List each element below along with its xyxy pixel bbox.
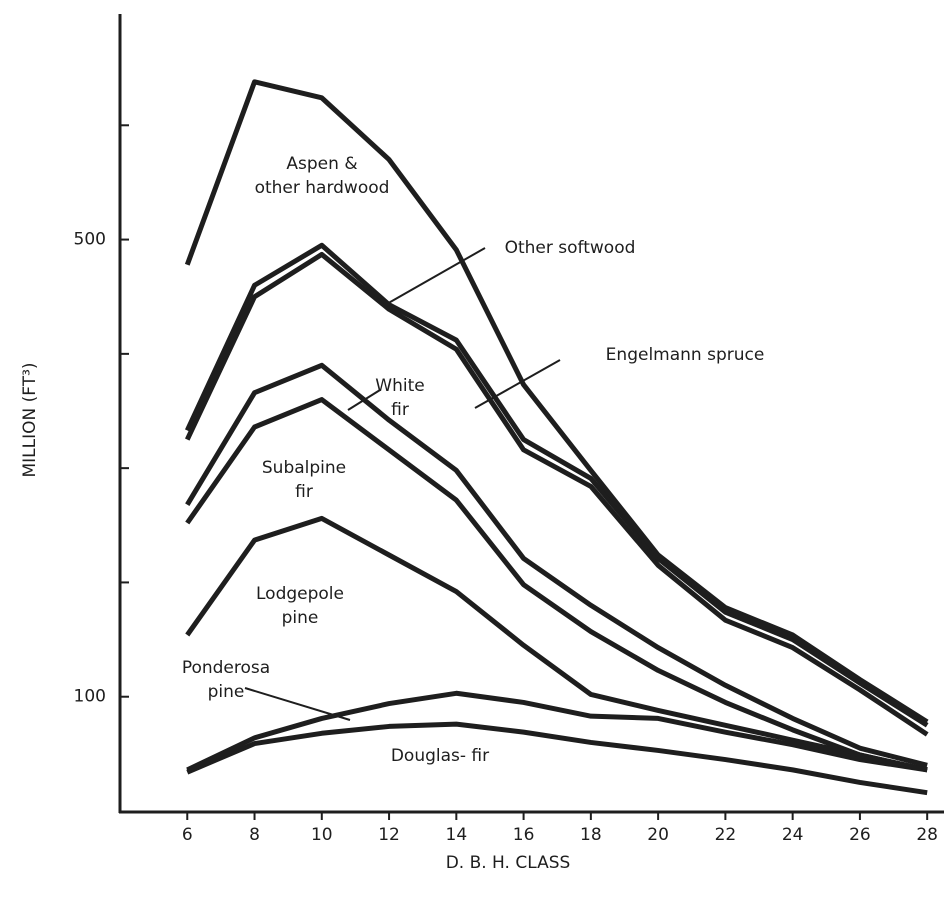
- x-tick-label: 12: [378, 825, 400, 845]
- series-line: [184, 79, 929, 724]
- x-tick-label: 6: [182, 825, 193, 845]
- series-line: [186, 721, 928, 796]
- series-label: Engelmann spruce: [606, 345, 765, 365]
- series-line: [186, 690, 928, 773]
- series-label: White fir: [375, 376, 424, 420]
- y-tick-label: 500: [74, 230, 106, 250]
- series-label: Other softwood: [505, 238, 636, 258]
- series-line: [185, 362, 928, 768]
- series-line: [185, 397, 928, 773]
- y-axis-label: MILLION (FT³): [20, 362, 40, 477]
- x-tick-label: 18: [580, 825, 602, 845]
- series-label: Lodgepole pine: [256, 584, 344, 628]
- series-line: [185, 251, 929, 737]
- series-line: [184, 242, 929, 728]
- x-axis-label: D. B. H. CLASS: [446, 853, 571, 873]
- x-tick-label: 28: [916, 825, 938, 845]
- leader-line: [384, 247, 486, 306]
- x-tick-label: 22: [715, 825, 737, 845]
- series-label: Douglas- fir: [391, 746, 489, 766]
- y-tick-label: 100: [74, 687, 106, 707]
- x-tick-label: 10: [311, 825, 333, 845]
- x-tick-label: 26: [849, 825, 871, 845]
- x-tick-label: 14: [446, 825, 468, 845]
- x-tick-label: 24: [782, 825, 804, 845]
- x-tick-label: 8: [249, 825, 260, 845]
- series-label: Ponderosa pine: [182, 658, 270, 702]
- series-label: Subalpine fir: [262, 458, 346, 502]
- x-tick-label: 16: [513, 825, 535, 845]
- series-line: [185, 515, 928, 773]
- series-label: Aspen & other hardwood: [255, 154, 390, 198]
- x-tick-label: 20: [647, 825, 669, 845]
